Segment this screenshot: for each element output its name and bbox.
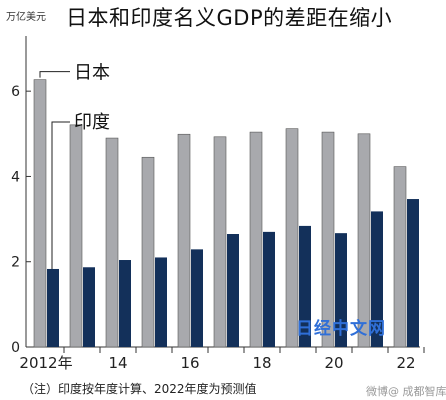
bar-japan [357, 133, 371, 348]
bar-japan [249, 131, 263, 348]
bar-india [155, 257, 167, 347]
y-tick-label: 4 [11, 169, 20, 185]
x-tick-label: 16 [180, 354, 199, 372]
bar-india [47, 268, 59, 347]
x-tick-label: 18 [252, 354, 271, 372]
legend-label-japan: 日本 [74, 63, 110, 84]
leader-line-japan [39, 71, 70, 78]
bar-japan [105, 137, 119, 348]
legend-label-india: 印度 [74, 112, 110, 133]
bar-india [191, 249, 203, 347]
x-tick-label: 20 [324, 354, 343, 372]
y-tick-label: 2 [11, 255, 20, 271]
y-unit-label: 万亿美元 [6, 12, 46, 23]
bar-india [227, 234, 239, 347]
y-tick-label: 0 [11, 340, 20, 356]
bar-japan [213, 136, 227, 348]
source-tag: 微博@ 成都智库 [366, 385, 446, 398]
bar-india [263, 231, 275, 347]
bar-japan [69, 124, 83, 348]
bar-japan [321, 131, 335, 348]
bar-india [407, 199, 419, 347]
bar-india [371, 211, 383, 347]
bar-japan [285, 128, 299, 348]
bar-india [299, 225, 311, 347]
bar-japan [141, 156, 155, 348]
x-tick-label: 14 [108, 354, 127, 372]
watermark-text: 日经中文网 [296, 319, 386, 339]
y-tick-label: 6 [11, 84, 20, 100]
leader-line-india [51, 121, 70, 269]
bar-india [119, 260, 131, 347]
bar-japan [33, 79, 47, 348]
bar-japan [177, 133, 191, 348]
bar-india [83, 267, 95, 347]
footnote: （注）印度按年度计算、2022年度为预测值 [22, 382, 257, 396]
chart-title: 日本和印度名义GDP的差距在缩小 [66, 6, 393, 30]
bar-india [335, 233, 347, 347]
x-tick-label: 2012年 [19, 354, 72, 372]
x-tick-label: 22 [396, 354, 415, 372]
bar-japan [393, 166, 407, 348]
